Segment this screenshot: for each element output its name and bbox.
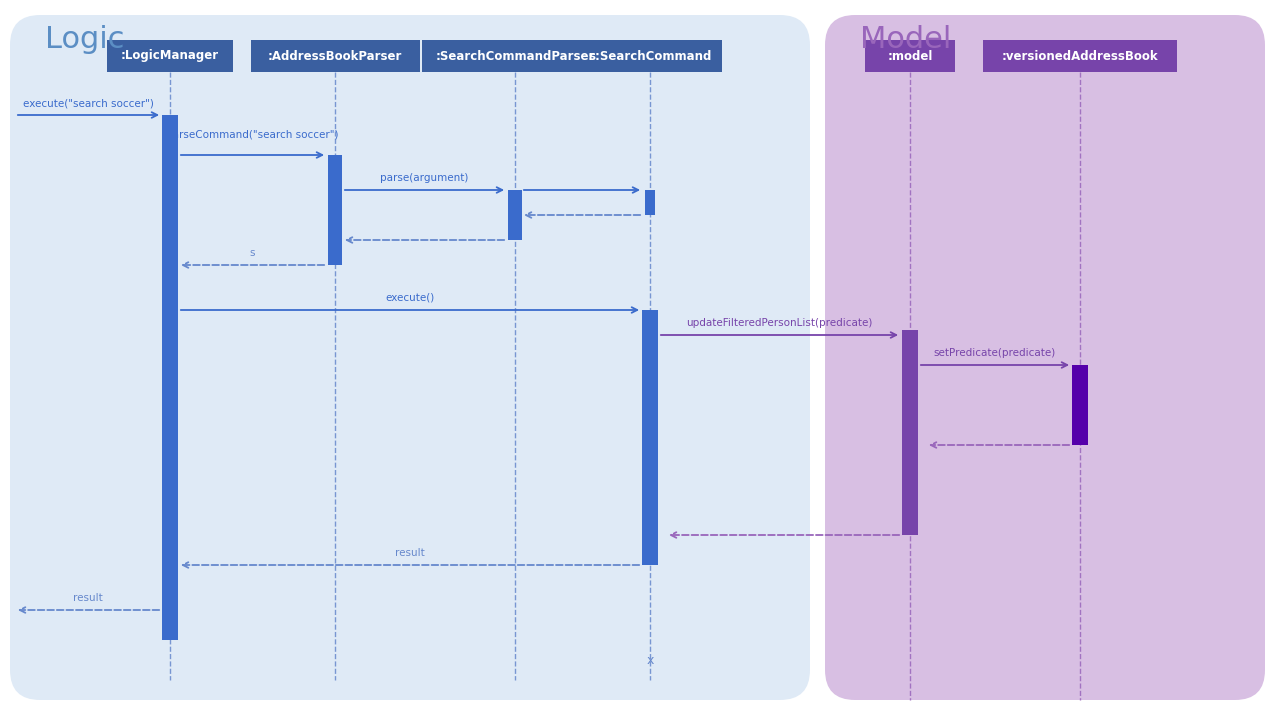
Bar — [579, 40, 722, 72]
Text: :LogicManager: :LogicManager — [120, 50, 219, 63]
Text: Logic: Logic — [45, 25, 124, 54]
Bar — [328, 155, 342, 265]
FancyBboxPatch shape — [10, 15, 810, 700]
FancyBboxPatch shape — [826, 15, 1265, 700]
Bar — [983, 40, 1178, 72]
Text: execute("search soccer"): execute("search soccer") — [23, 98, 154, 108]
Bar — [865, 40, 955, 72]
Text: parse(argument): parse(argument) — [380, 173, 468, 183]
Text: parseCommand("search soccer"): parseCommand("search soccer") — [165, 130, 338, 140]
Text: Model: Model — [860, 25, 951, 54]
Text: x: x — [646, 654, 654, 667]
Bar — [508, 190, 522, 240]
Text: :AddressBookParser: :AddressBookParser — [268, 50, 402, 63]
Text: :versionedAddressBook: :versionedAddressBook — [1002, 50, 1158, 63]
Text: result: result — [73, 593, 102, 603]
Text: :model: :model — [887, 50, 933, 63]
Bar — [902, 330, 918, 535]
Text: result: result — [396, 548, 425, 558]
Text: s: s — [250, 248, 255, 258]
Text: updateFilteredPersonList(predicate): updateFilteredPersonList(predicate) — [686, 318, 872, 328]
Bar — [163, 115, 178, 640]
Text: s:SearchCommand: s:SearchCommand — [589, 50, 712, 63]
Text: setPredicate(predicate): setPredicate(predicate) — [934, 348, 1056, 358]
Bar — [1073, 365, 1088, 445]
Bar — [251, 40, 420, 72]
Bar — [643, 310, 658, 565]
Text: :SearchCommandParser: :SearchCommandParser — [435, 50, 595, 63]
Bar — [106, 40, 233, 72]
Text: execute(): execute() — [385, 293, 435, 303]
Bar — [645, 190, 655, 215]
Bar — [422, 40, 608, 72]
